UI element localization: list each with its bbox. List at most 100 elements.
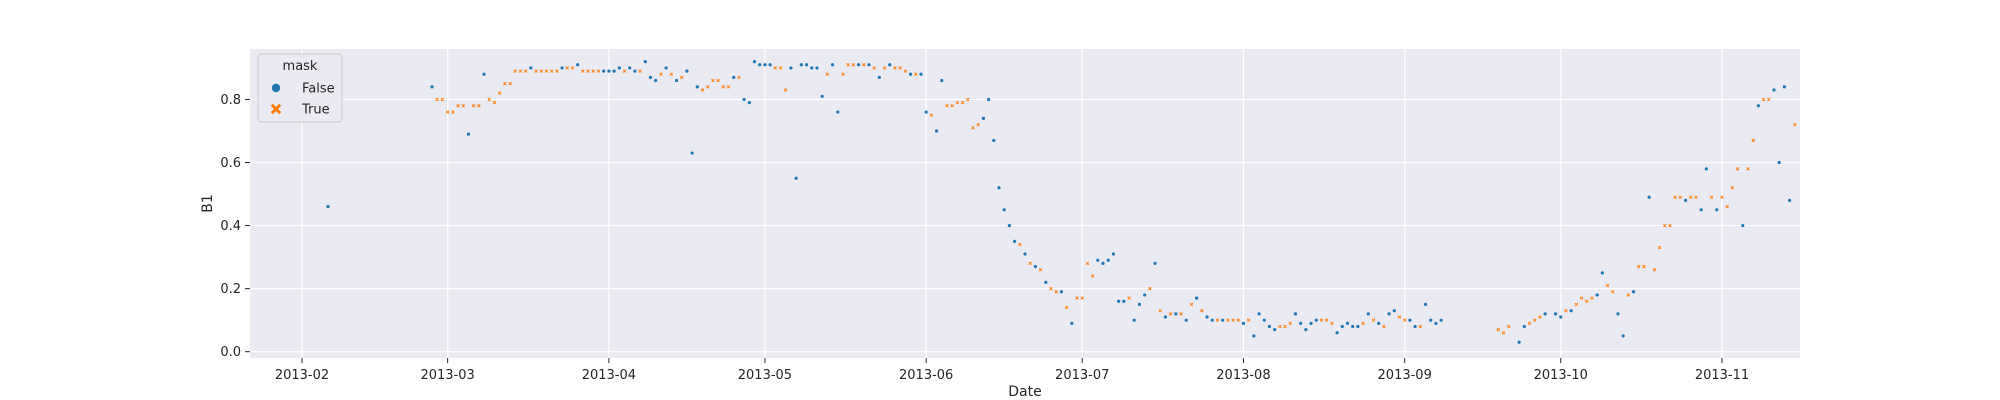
- point-false: [1111, 252, 1116, 256]
- point-false: [466, 132, 471, 136]
- point-false: [1434, 321, 1438, 325]
- y-tick-label: 0.0: [220, 345, 241, 360]
- point-true: [1330, 321, 1334, 326]
- point-true: [726, 85, 731, 89]
- point-false: [1782, 85, 1786, 89]
- point-true: [1761, 97, 1766, 102]
- point-false: [804, 63, 809, 67]
- point-true: [1735, 167, 1740, 171]
- point-true: [622, 69, 627, 73]
- point-true: [1564, 308, 1568, 313]
- point-false: [1335, 331, 1339, 335]
- point-false: [529, 66, 533, 70]
- point-false: [654, 78, 658, 83]
- point-true: [518, 69, 523, 73]
- point-true: [570, 66, 575, 70]
- point-true: [503, 81, 507, 86]
- point-true: [1527, 321, 1532, 326]
- point-false: [1387, 312, 1391, 316]
- point-false: [1553, 312, 1558, 316]
- point-false: [888, 63, 892, 67]
- point-true: [1590, 296, 1594, 300]
- point-true: [1231, 318, 1235, 322]
- point-true: [1626, 293, 1631, 297]
- x-tick-label: 2013-02: [275, 368, 329, 383]
- point-true: [705, 85, 710, 89]
- legend-marker-true: [270, 103, 282, 115]
- point-true: [1532, 318, 1537, 322]
- point-true: [555, 69, 559, 73]
- point-true: [971, 126, 975, 130]
- point-true: [1663, 223, 1667, 228]
- legend: mask False True: [257, 53, 343, 123]
- point-false: [799, 63, 803, 67]
- point-false: [1777, 160, 1781, 165]
- plot-area: [250, 49, 1800, 358]
- point-true: [1673, 195, 1677, 199]
- data-points: [326, 60, 1797, 344]
- point-false: [1299, 321, 1303, 325]
- point-true: [513, 69, 518, 73]
- point-false: [1132, 318, 1136, 322]
- point-true: [955, 100, 960, 105]
- point-true: [1657, 245, 1662, 250]
- legend-label-true: True: [301, 103, 330, 118]
- point-false: [482, 72, 486, 76]
- point-true: [1189, 302, 1194, 307]
- point-true: [1506, 324, 1511, 329]
- point-false: [1153, 261, 1157, 266]
- point-true: [445, 110, 450, 114]
- point-false: [628, 66, 632, 70]
- point-true: [581, 69, 585, 73]
- point-true: [1694, 195, 1698, 199]
- point-true: [721, 85, 726, 89]
- point-true: [456, 104, 460, 108]
- point-false: [908, 72, 913, 76]
- point-true: [1049, 286, 1053, 291]
- point-false: [1559, 315, 1563, 319]
- point-false: [1205, 315, 1209, 319]
- point-true: [492, 100, 497, 105]
- point-true: [783, 88, 788, 92]
- point-true: [1668, 223, 1672, 228]
- point-true: [1418, 324, 1423, 329]
- point-true: [1725, 204, 1729, 209]
- point-false: [1595, 293, 1599, 297]
- point-false: [1647, 195, 1651, 199]
- y-tick-label: 0.8: [220, 93, 241, 108]
- point-true: [591, 69, 596, 73]
- point-false: [940, 78, 944, 83]
- point-false: [758, 63, 762, 67]
- point-true: [659, 72, 663, 76]
- point-false: [1143, 293, 1147, 297]
- point-false: [1699, 208, 1703, 212]
- point-false: [1267, 324, 1272, 329]
- point-true: [1720, 195, 1724, 199]
- point-false: [1293, 312, 1298, 316]
- point-true: [700, 88, 705, 92]
- point-true: [440, 97, 445, 102]
- point-false: [690, 151, 694, 155]
- point-false: [981, 116, 985, 120]
- x-axis-label: Date: [1008, 384, 1041, 400]
- x-tick-label: 2013-07: [1055, 368, 1109, 383]
- point-true: [1642, 264, 1646, 269]
- point-true: [523, 69, 528, 73]
- point-false: [1122, 299, 1126, 303]
- point-true: [679, 75, 684, 80]
- point-true: [544, 69, 549, 73]
- point-false: [1221, 318, 1225, 322]
- point-false: [794, 176, 798, 180]
- point-false: [612, 69, 616, 73]
- point-true: [1652, 267, 1657, 272]
- point-true: [945, 104, 949, 108]
- point-true: [1283, 324, 1287, 329]
- point-false: [1059, 290, 1064, 294]
- point-false: [1439, 318, 1443, 322]
- point-false: [1184, 318, 1188, 322]
- point-true: [1075, 296, 1079, 300]
- point-false: [1392, 309, 1396, 313]
- point-false: [742, 97, 746, 102]
- point-false: [326, 205, 330, 209]
- point-false: [1252, 334, 1256, 338]
